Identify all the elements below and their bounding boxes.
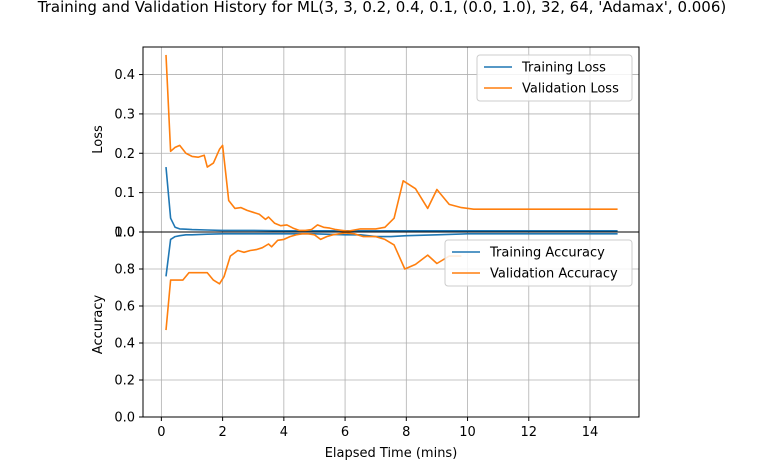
accuracy-y-ticks: 0.0 0.2 0.4 0.6 0.8 1.0: [114, 226, 143, 426]
y-tick-label: 0.1: [114, 186, 135, 201]
x-axis-ticks: 0 2 4 6 8 10 12 14: [157, 417, 598, 440]
y-tick-label: 0.4: [114, 68, 135, 83]
legend-label: Validation Accuracy: [490, 267, 618, 282]
x-tick-label: 10: [459, 425, 476, 440]
loss-panel: 0.0 0.1 0.2 0.3 0.4 Loss Training Loss Valida…: [91, 46, 640, 241]
y-tick-label: 1.0: [114, 226, 135, 241]
series-line-validation-loss: [165, 54, 618, 232]
x-tick-label: 0: [157, 425, 165, 440]
accuracy-panel: 0.0 0.2 0.4 0.6 0.8 1.0 Accuracy Training Acc…: [91, 226, 640, 426]
x-tick-label: 14: [582, 425, 599, 440]
accuracy-plot-frame: [142, 231, 640, 418]
x-tick-label: 4: [280, 425, 288, 440]
y-tick-label: 0.6: [114, 300, 135, 315]
loss-legend: Training Loss Validation Loss: [476, 54, 633, 102]
series-line-validation-accuracy: [165, 232, 462, 331]
series-line-training-loss: [165, 167, 618, 232]
loss-series: [165, 54, 618, 232]
y-tick-label: 0.3: [114, 107, 135, 122]
legend-box: [476, 54, 633, 102]
x-tick-label: 6: [341, 425, 349, 440]
legend-label: Training Loss: [521, 61, 606, 76]
legend-label: Training Accuracy: [489, 246, 605, 261]
y-tick-label: 0.2: [114, 147, 135, 162]
legend-label: Validation Loss: [522, 82, 619, 97]
accuracy-legend: Training Accuracy Validation Accuracy: [444, 239, 633, 287]
accuracy-y-axis-label: Accuracy: [91, 295, 106, 355]
y-tick-label: 0.4: [114, 337, 135, 352]
x-tick-label: 2: [218, 425, 226, 440]
y-tick-label: 0.0: [114, 411, 135, 426]
loss-y-ticks: 0.0 0.1 0.2 0.3 0.4: [114, 68, 143, 241]
accuracy-series: [165, 232, 618, 331]
x-tick-label: 8: [402, 425, 410, 440]
chart-title: Training and Validation History for ML(3…: [37, 0, 727, 16]
y-tick-label: 0.2: [114, 374, 135, 389]
x-axis-label: Elapsed Time (mins): [325, 446, 458, 460]
y-tick-label: 0.0: [114, 226, 135, 241]
y-tick-label: 0.8: [114, 263, 135, 278]
loss-y-axis-label: Loss: [91, 125, 106, 154]
legend-box: [444, 239, 633, 287]
x-tick-label: 12: [521, 425, 538, 440]
series-line-training-accuracy: [165, 233, 618, 277]
